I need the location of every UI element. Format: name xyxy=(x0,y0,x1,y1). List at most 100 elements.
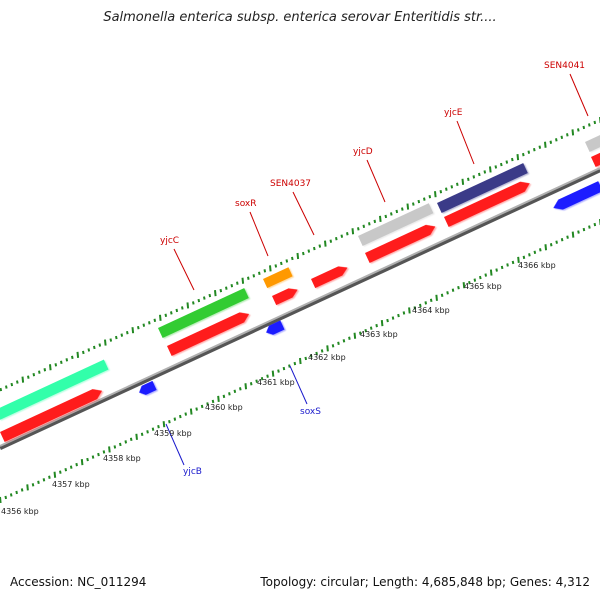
tick-mark xyxy=(65,358,69,362)
tick-mark xyxy=(76,351,80,359)
cds-arrow[interactable] xyxy=(311,263,350,289)
gene-label-SEN4037[interactable]: SEN4037 xyxy=(270,179,311,189)
tick-mark xyxy=(434,191,437,198)
tick-mark xyxy=(80,458,84,466)
tick-mark xyxy=(291,256,294,261)
cds-arrow[interactable] xyxy=(167,309,251,356)
scale-label: 4366 kbp xyxy=(518,261,556,270)
tick-mark xyxy=(362,224,366,229)
tick-mark xyxy=(16,380,19,384)
tick-mark xyxy=(307,249,311,253)
scale-label: 4362 kbp xyxy=(308,353,346,362)
tick-mark xyxy=(108,446,111,453)
tick-mark xyxy=(326,345,329,352)
tick-mark xyxy=(86,457,89,462)
tick-mark xyxy=(54,363,58,367)
tick-mark xyxy=(472,175,476,179)
scale-label: 4361 kbp xyxy=(257,378,295,387)
tick-mark xyxy=(533,147,536,152)
tick-mark xyxy=(560,135,564,140)
tick-mark xyxy=(479,275,482,280)
tick-mark xyxy=(533,250,537,255)
tick-mark xyxy=(331,344,335,348)
cds-arrow[interactable] xyxy=(365,221,438,263)
feature-teal-block[interactable] xyxy=(0,359,109,420)
cds-arrow[interactable] xyxy=(0,386,104,442)
tick-mark xyxy=(419,303,422,308)
tick-mark xyxy=(473,278,477,282)
gene-label-SEN4041[interactable]: SEN4041 xyxy=(544,61,585,71)
tick-mark xyxy=(375,323,378,328)
gene-label-soxS[interactable]: soxS xyxy=(300,407,321,417)
gene-label-yjcE[interactable]: yjcE xyxy=(444,108,463,118)
tick-mark xyxy=(168,419,171,424)
tick-mark xyxy=(186,302,190,309)
gene-label-leader xyxy=(173,248,195,291)
tick-mark xyxy=(115,335,118,340)
feature-yjcE-block[interactable] xyxy=(437,163,528,213)
tick-mark xyxy=(359,331,362,335)
gene-label-leader xyxy=(569,73,589,117)
tick-mark xyxy=(233,389,237,394)
tick-mark xyxy=(456,182,459,186)
tick-mark xyxy=(15,490,18,495)
tick-mark xyxy=(179,414,182,419)
gene-label-soxR[interactable]: soxR xyxy=(235,199,257,209)
feature-SEN4041-block-shape xyxy=(585,129,600,152)
gene-label-yjcB[interactable]: yjcB xyxy=(183,467,202,477)
minus-cds-arrow-shape xyxy=(553,181,600,210)
minus-cds-arrow[interactable] xyxy=(137,380,157,397)
tick-mark xyxy=(483,170,487,174)
tick-mark xyxy=(511,260,515,265)
feature-yjcD-block[interactable] xyxy=(358,203,434,246)
minus-cds-arrow[interactable] xyxy=(264,320,285,337)
feature-soxR-block[interactable] xyxy=(263,267,293,289)
tick-mark xyxy=(206,402,209,406)
tick-mark xyxy=(571,129,575,136)
feature-yjcC-block[interactable] xyxy=(158,288,249,338)
tick-mark xyxy=(129,437,133,442)
tick-mark xyxy=(417,199,421,204)
tick-mark xyxy=(435,294,438,301)
cds-arrow[interactable] xyxy=(444,178,532,227)
tick-mark xyxy=(32,372,36,377)
tick-mark xyxy=(539,248,542,252)
scale-label: 4365 kbp xyxy=(464,282,502,291)
tick-mark xyxy=(247,276,250,280)
backbone-line xyxy=(0,167,600,451)
tick-mark xyxy=(544,244,548,251)
tick-mark xyxy=(527,150,531,154)
tick-mark xyxy=(428,194,432,199)
gene-label-leader xyxy=(289,365,308,405)
tick-mark xyxy=(402,311,406,315)
tick-mark xyxy=(309,354,313,358)
tick-mark xyxy=(126,330,129,335)
cds-arrow[interactable] xyxy=(591,149,600,167)
tick-mark xyxy=(10,382,14,387)
tick-mark xyxy=(97,452,100,457)
tick-mark xyxy=(222,394,226,399)
tick-mark xyxy=(522,152,525,157)
scale-label: 4363 kbp xyxy=(360,330,398,339)
cds-arrow[interactable] xyxy=(272,285,300,306)
gene-label-yjcD[interactable]: yjcD xyxy=(353,147,373,157)
tick-mark xyxy=(489,166,492,173)
tick-mark xyxy=(59,470,62,474)
feature-yjcD-block-shape xyxy=(358,203,434,246)
feature-SEN4041-block[interactable] xyxy=(585,129,600,152)
gene-label-yjcC[interactable]: yjcC xyxy=(160,236,179,246)
tick-mark xyxy=(124,440,128,444)
tick-mark xyxy=(189,408,193,415)
tick-mark xyxy=(153,318,157,322)
tick-mark xyxy=(302,251,305,256)
cds-arrow-shape xyxy=(272,288,298,306)
tick-mark xyxy=(571,231,575,238)
minus-cds-arrow[interactable] xyxy=(551,181,600,213)
tick-mark xyxy=(31,483,35,487)
tick-mark xyxy=(48,475,51,479)
tick-mark xyxy=(293,361,297,366)
tick-mark xyxy=(241,277,245,284)
accession-label: Accession: NC_011294 xyxy=(10,575,147,589)
scale-label: 4356 kbp xyxy=(1,507,39,516)
